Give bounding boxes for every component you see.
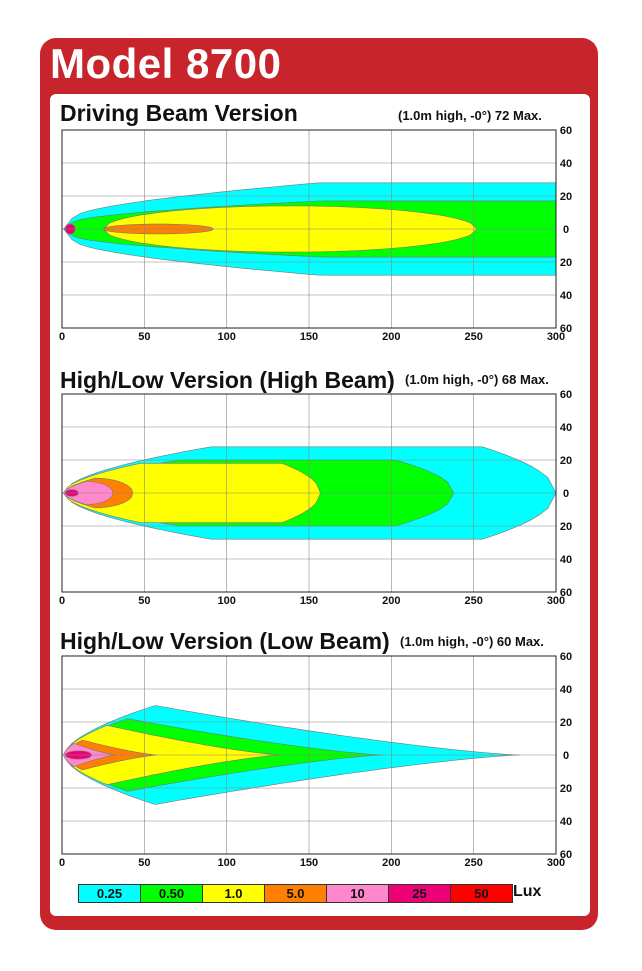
x-tick-label: 50 bbox=[138, 857, 150, 869]
plot-frame bbox=[61, 129, 557, 329]
plot-frame bbox=[61, 393, 557, 593]
chart-title-driving-beam: Driving Beam Version bbox=[60, 100, 298, 126]
y-tick-label: 60 bbox=[560, 323, 572, 335]
y-tick-label: 40 bbox=[560, 684, 572, 696]
plot-frame bbox=[61, 655, 557, 855]
legend-item-10: 10 bbox=[326, 884, 389, 903]
chart-note-low-beam: (1.0m high, -0°) 60 Max. bbox=[400, 634, 544, 649]
x-tick-label: 200 bbox=[382, 331, 400, 343]
x-tick-label: 300 bbox=[547, 595, 565, 607]
x-tick-label: 0 bbox=[59, 857, 65, 869]
y-tick-label: 20 bbox=[560, 783, 572, 795]
lux-legend: 0.25 0.50 1.0 5.0 10 25 50 bbox=[78, 884, 513, 903]
legend-item-0-50: 0.50 bbox=[140, 884, 203, 903]
chart-note-high-beam: (1.0m high, -0°) 68 Max. bbox=[405, 372, 549, 387]
x-tick-label: 250 bbox=[464, 857, 482, 869]
x-tick-label: 250 bbox=[464, 595, 482, 607]
y-tick-label: 40 bbox=[560, 290, 572, 302]
x-tick-label: 300 bbox=[547, 331, 565, 343]
chart-note-driving-beam: (1.0m high, -0°) 72 Max. bbox=[398, 108, 542, 123]
x-tick-label: 100 bbox=[217, 331, 235, 343]
y-tick-label: 60 bbox=[560, 651, 572, 663]
x-tick-label: 150 bbox=[300, 331, 318, 343]
y-tick-label: 0 bbox=[563, 750, 569, 762]
chart-title-high-beam: High/Low Version (High Beam) bbox=[60, 367, 395, 393]
x-tick-label: 0 bbox=[59, 595, 65, 607]
y-tick-label: 20 bbox=[560, 455, 572, 467]
y-tick-label: 0 bbox=[563, 224, 569, 236]
legend-item-0-25: 0.25 bbox=[78, 884, 141, 903]
x-tick-label: 200 bbox=[382, 595, 400, 607]
legend-unit-label: Lux bbox=[513, 883, 542, 900]
y-tick-label: 60 bbox=[560, 849, 572, 861]
chart-title-low-beam: High/Low Version (Low Beam) bbox=[60, 628, 390, 654]
legend-item-25: 25 bbox=[388, 884, 451, 903]
y-tick-label: 40 bbox=[560, 816, 572, 828]
page-title: Model 8700 bbox=[50, 40, 282, 87]
y-tick-label: 40 bbox=[560, 422, 572, 434]
x-tick-label: 200 bbox=[382, 857, 400, 869]
y-tick-label: 40 bbox=[560, 554, 572, 566]
x-tick-label: 150 bbox=[300, 595, 318, 607]
legend-item-5-0: 5.0 bbox=[264, 884, 327, 903]
x-tick-label: 50 bbox=[138, 595, 150, 607]
x-tick-label: 0 bbox=[59, 331, 65, 343]
x-tick-label: 250 bbox=[464, 331, 482, 343]
y-tick-label: 40 bbox=[560, 158, 572, 170]
x-tick-label: 300 bbox=[547, 857, 565, 869]
y-tick-label: 60 bbox=[560, 587, 572, 599]
x-tick-label: 100 bbox=[217, 595, 235, 607]
legend-item-50: 50 bbox=[450, 884, 513, 903]
y-tick-label: 60 bbox=[560, 125, 572, 137]
y-tick-label: 20 bbox=[560, 191, 572, 203]
y-tick-label: 0 bbox=[563, 488, 569, 500]
y-tick-label: 20 bbox=[560, 521, 572, 533]
y-tick-label: 20 bbox=[560, 257, 572, 269]
x-tick-label: 50 bbox=[138, 331, 150, 343]
legend-item-1-0: 1.0 bbox=[202, 884, 265, 903]
y-tick-label: 20 bbox=[560, 717, 572, 729]
y-tick-label: 60 bbox=[560, 389, 572, 401]
x-tick-label: 150 bbox=[300, 857, 318, 869]
x-tick-label: 100 bbox=[217, 857, 235, 869]
